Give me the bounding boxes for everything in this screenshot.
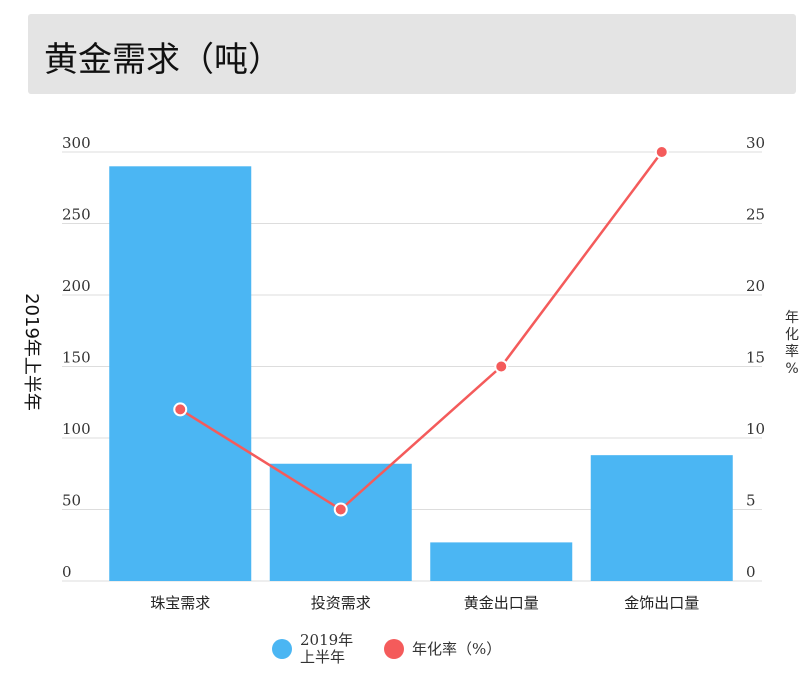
line-point-1[interactable]: [173, 402, 188, 417]
legend-item-bar[interactable]: 2019年 上半年: [272, 632, 358, 666]
category-labels: 珠宝需求 投资需求 黄金出口量 金饰出口量: [150, 594, 699, 612]
line-point-3[interactable]: [494, 359, 509, 374]
legend-line-swatch: [384, 639, 404, 659]
bar-series: [109, 166, 733, 582]
legend-bar-label: 2019年 上半年: [300, 632, 358, 666]
legend-bar-swatch: [272, 639, 292, 659]
right-tick-label: 25: [746, 206, 765, 224]
right-tick-label: 10: [746, 420, 765, 438]
chart-title: 黄金需求（吨）: [44, 40, 282, 80]
axis-titles: 2019年上半年 年化率%: [21, 293, 799, 411]
line-point-4[interactable]: [654, 145, 669, 159]
right-tick-label: 5: [746, 492, 756, 510]
left-tick-label: 150: [62, 349, 91, 367]
right-axis-ticks: 0 5 10 15 20 25 30: [746, 134, 765, 581]
line-path: [179, 151, 663, 512]
bar-1[interactable]: [109, 166, 252, 582]
left-tick-label: 250: [62, 206, 91, 224]
line-point-2[interactable]: [333, 502, 348, 517]
left-tick-label: 200: [62, 277, 91, 295]
category-label: 金饰出口量: [624, 594, 699, 612]
left-axis-title: 2019年上半年: [21, 293, 42, 411]
bar-2[interactable]: [269, 463, 412, 581]
left-axis-ticks: 0 50 100 150 200 250 300: [62, 134, 91, 581]
right-tick-label: 0: [746, 563, 756, 581]
left-tick-label: 100: [62, 420, 91, 438]
title-bar: 黄金需求（吨）: [28, 14, 796, 94]
right-tick-label: 20: [746, 277, 765, 295]
category-label: 珠宝需求: [150, 594, 210, 612]
right-tick-label: 15: [746, 349, 765, 367]
legend: 2019年 上半年 年化率（%）: [272, 632, 501, 666]
right-tick-label: 30: [746, 134, 765, 152]
legend-bar-label-line1: 2019年: [300, 631, 354, 649]
legend-line-label: 年化率（%）: [412, 639, 502, 658]
left-tick-label: 300: [62, 134, 91, 152]
right-axis-title: 年化率%: [785, 310, 799, 377]
legend-bar-label-line2: 上半年: [300, 648, 346, 666]
bar-3[interactable]: [430, 542, 573, 581]
category-label: 黄金出口量: [464, 594, 539, 612]
bar-4[interactable]: [590, 455, 733, 581]
line-series: [173, 145, 669, 517]
legend-item-line[interactable]: 年化率（%）: [384, 639, 501, 659]
left-tick-label: 50: [62, 492, 81, 510]
left-tick-label: 0: [62, 563, 72, 581]
category-label: 投资需求: [311, 594, 371, 612]
